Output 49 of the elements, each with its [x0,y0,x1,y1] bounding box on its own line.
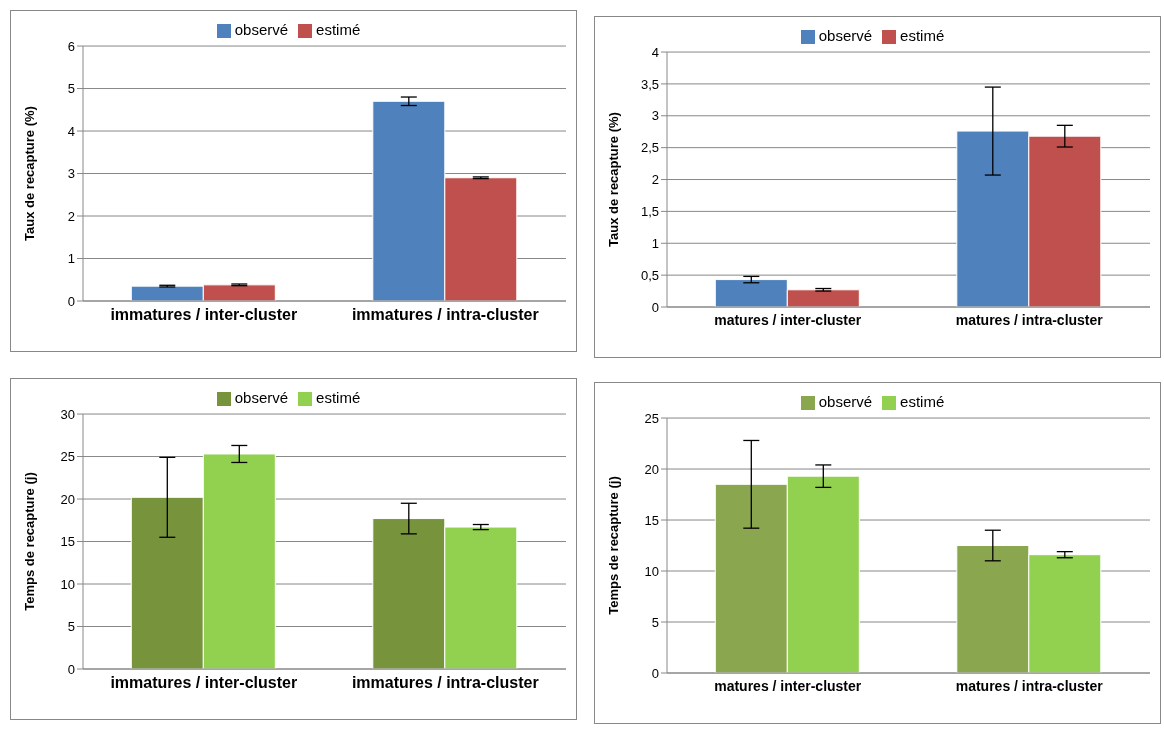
y-tick-label: 4 [67,123,75,139]
x-tick-label: matures / intra-cluster [955,677,1104,694]
y-tick-label: 10 [644,563,659,579]
legend-label: estimé [900,393,945,410]
y-tick-label: 20 [644,461,659,477]
y-tick-label: 1,5 [640,204,659,219]
x-tick-label: immatures / inter-cluster [110,674,298,692]
y-tick-label: 25 [644,410,659,426]
x-tick-label: matures / intra-cluster [955,311,1104,328]
y-tick-label: 6 [67,38,75,54]
legend-label: estimé [900,27,945,44]
y-tick-label: 3 [651,108,659,124]
y-tick-label: 1 [67,251,75,267]
y-tick-label: 20 [60,491,75,507]
y-tick-label: 25 [60,449,75,465]
y-tick-label: 4 [651,44,659,60]
y-axis-title: Temps de recapture (j) [605,476,621,615]
legend-label: estimé [316,389,361,406]
legend-label: observé [818,27,873,44]
y-tick-label: 2 [651,172,659,188]
y-tick-label: 5 [67,619,75,635]
y-tick-label: 5 [651,614,659,630]
legend-label: observé [234,21,289,38]
y-tick-label: 30 [60,406,75,422]
y-tick-label: 0 [651,665,659,681]
legend-label: observé [234,389,289,406]
y-tick-label: 2,5 [640,140,659,156]
x-tick-label: immatures / intra-cluster [351,674,539,692]
y-axis-title: Taux de recapture (%) [21,106,37,241]
y-tick-label: 0 [67,293,75,309]
y-tick-label: 5 [67,81,75,97]
y-tick-label: 2 [67,208,75,224]
x-tick-label: immatures / inter-cluster [110,306,298,324]
x-tick-label: immatures / intra-cluster [351,306,539,324]
legend-label: observé [818,393,873,410]
legend-label: estimé [316,21,361,38]
y-tick-label: 0,5 [640,267,659,283]
y-axis-title: Temps de recapture (j) [21,472,37,611]
y-axis-title: Taux de recapture (%) [605,112,621,247]
x-tick-label: matures / inter-cluster [714,311,862,328]
y-tick-label: 3 [67,166,75,182]
y-tick-label: 1 [651,235,659,251]
y-tick-label: 15 [644,512,659,528]
x-tick-label: matures / inter-cluster [714,677,862,694]
y-tick-label: 10 [60,576,75,592]
y-tick-label: 0 [651,299,659,315]
y-tick-label: 0 [67,661,75,677]
y-tick-label: 3,5 [640,76,659,92]
y-tick-label: 15 [60,534,75,550]
